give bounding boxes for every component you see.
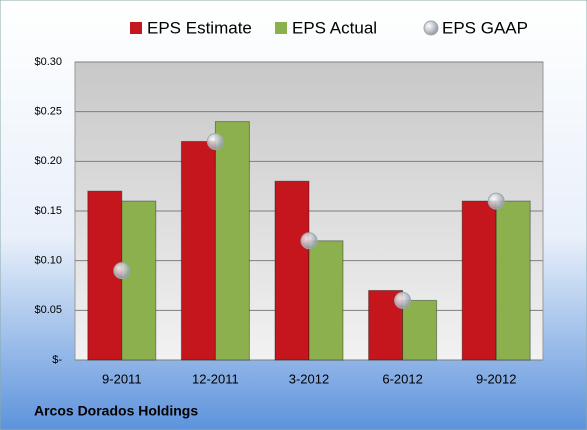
x-tick-label: 9-2011: [102, 371, 142, 386]
y-tick-label: $0.20: [34, 155, 62, 167]
y-tick-label: $0.15: [34, 205, 62, 217]
point: [394, 291, 412, 309]
y-tick-label: $-: [52, 354, 62, 366]
point: [300, 232, 318, 250]
bar: [214, 121, 250, 361]
legend-label: EPS Actual: [292, 18, 377, 37]
x-tick-label: 12-2011: [192, 371, 239, 386]
bar: [121, 200, 157, 361]
bar: [461, 200, 497, 361]
x-tick-label: 3-2012: [289, 371, 329, 386]
legend-marker: [275, 22, 287, 34]
bar: [495, 200, 531, 361]
chart-title: Arcos Dorados Holdings: [34, 403, 198, 419]
point: [206, 132, 224, 150]
bar: [402, 299, 438, 361]
legend-label: EPS GAAP: [442, 18, 528, 37]
legend-label: EPS Estimate: [147, 18, 252, 37]
bar: [180, 140, 216, 361]
y-tick-label: $0.05: [34, 304, 62, 316]
y-tick-label: $0.25: [34, 106, 62, 118]
point: [113, 262, 131, 280]
legend-marker: [423, 20, 439, 36]
y-tick-label: $0.30: [34, 56, 62, 68]
point: [487, 192, 505, 210]
bar: [308, 240, 344, 361]
y-tick-label: $0.10: [34, 255, 62, 267]
x-tick-label: 9-2012: [476, 371, 516, 386]
bar: [274, 180, 310, 361]
x-tick-label: 6-2012: [382, 371, 422, 386]
legend-marker: [130, 22, 142, 34]
